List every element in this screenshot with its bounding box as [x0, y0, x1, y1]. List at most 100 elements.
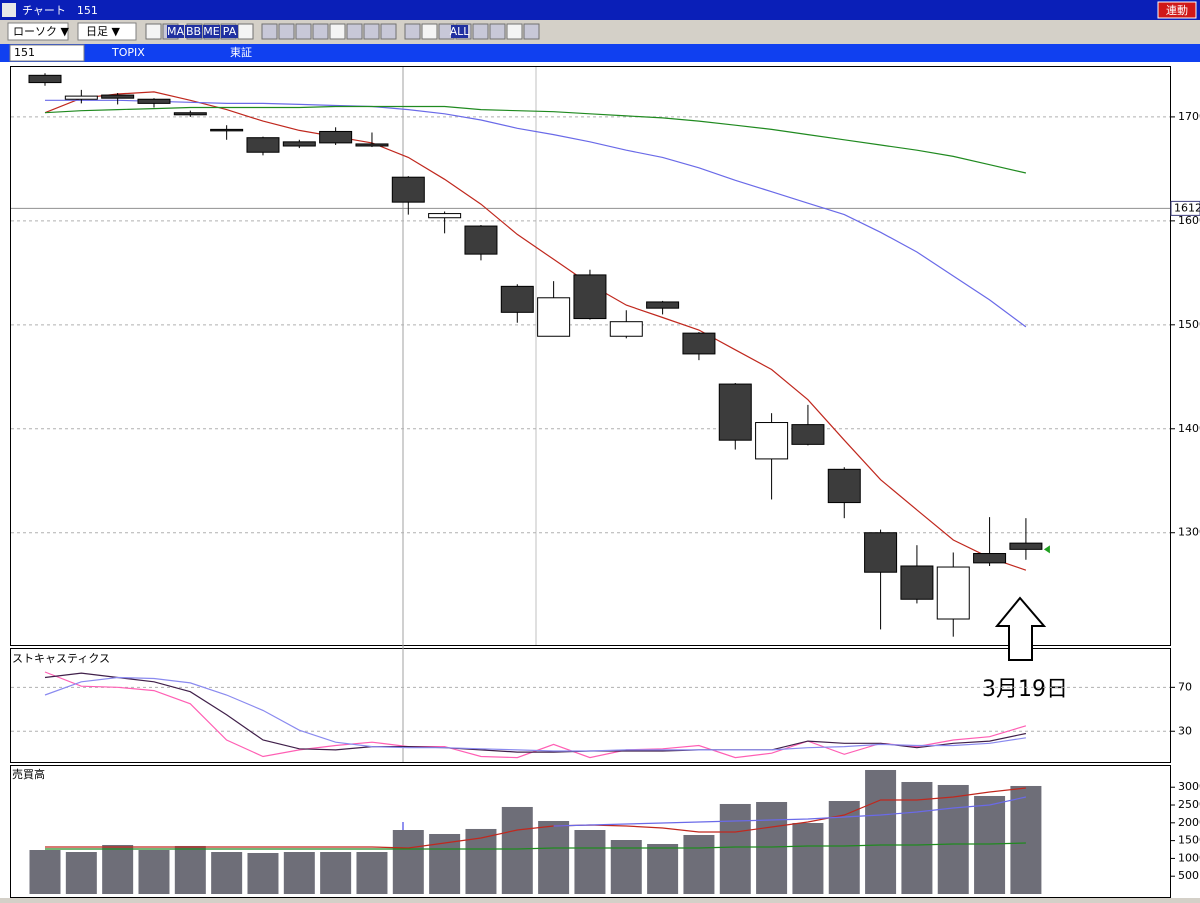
volume-bar	[356, 852, 388, 894]
volume-bar	[174, 845, 206, 894]
market-tab[interactable]: 東証	[230, 46, 252, 59]
volume-ma-line	[553, 796, 1027, 827]
tool-icon-label[interactable]: PA	[223, 25, 237, 38]
app-icon	[2, 3, 16, 17]
tool-icon-label[interactable]: BB	[186, 25, 201, 38]
stoch-title: ストキャスティクス	[12, 652, 110, 665]
y-tick-label: 1400	[1178, 422, 1200, 435]
candle-body	[1009, 542, 1043, 550]
tool-icon[interactable]	[185, 25, 202, 38]
candle-body	[573, 274, 607, 320]
candle-body	[464, 225, 498, 255]
y-tick-label: 1000	[1178, 851, 1200, 864]
candle-body	[718, 383, 752, 441]
tool-icon[interactable]	[312, 23, 329, 40]
volume-title: 売買高	[12, 767, 45, 781]
volume-bar	[719, 803, 751, 894]
tool-icon[interactable]	[221, 25, 238, 38]
tool-icon[interactable]	[421, 23, 438, 40]
y-tick-label: 1500	[1178, 318, 1200, 331]
tool-icon[interactable]	[380, 23, 397, 40]
annotation: 3月19日	[982, 677, 1068, 702]
link-button-label[interactable]: 連動	[1166, 3, 1188, 17]
volume-bar	[937, 784, 969, 894]
candle-body	[500, 285, 534, 313]
candle-body	[755, 422, 789, 460]
y-tick-label: 500	[1178, 869, 1199, 882]
tool-icon[interactable]	[404, 23, 421, 40]
candle-body	[137, 98, 171, 104]
price-ma-line	[44, 91, 1027, 571]
tool-icon[interactable]	[346, 23, 363, 40]
window-title: チャート 151	[22, 4, 98, 17]
y-tick-label: 3000	[1178, 780, 1200, 793]
volume-bar	[465, 828, 497, 894]
volume-bar	[29, 850, 61, 894]
stoch-panel	[10, 648, 1171, 763]
tool-icon[interactable]	[237, 23, 254, 40]
tool-icon[interactable]	[523, 23, 540, 40]
volume-bar	[756, 801, 788, 894]
candle-body	[246, 137, 280, 153]
volume-bar	[501, 806, 533, 894]
scrollbar	[0, 898, 1200, 903]
tool-icon[interactable]	[278, 23, 295, 40]
tool-icon[interactable]	[261, 23, 278, 40]
candle-body	[210, 128, 244, 132]
title-bar	[0, 0, 1200, 20]
y-tick-label: 1500	[1178, 834, 1200, 847]
tool-icon-label[interactable]: ME	[203, 25, 219, 38]
y-tick-label: 2000	[1178, 816, 1200, 829]
tool-icon[interactable]	[506, 23, 523, 40]
price-ma-line	[44, 105, 1027, 174]
candle-body	[537, 297, 571, 337]
candle-body	[864, 532, 898, 573]
candle-body	[391, 176, 425, 203]
volume-bar	[138, 850, 170, 894]
candle-body	[682, 332, 716, 355]
y-tick-label: 1700	[1178, 110, 1200, 123]
candle-body	[900, 565, 934, 600]
code-text[interactable]: 151	[14, 46, 35, 59]
tool-icon-label[interactable]: ALL	[450, 25, 471, 38]
volume-ma-line	[45, 842, 1026, 850]
period-select[interactable]	[77, 22, 137, 41]
annotation-arrow	[994, 596, 1047, 661]
code-box[interactable]	[9, 44, 85, 62]
candle-body	[282, 141, 316, 147]
index-tab[interactable]: TOPIX	[111, 46, 145, 59]
candle-body	[173, 112, 207, 116]
candle-body	[827, 468, 861, 504]
volume-bar	[211, 852, 243, 894]
volume-panel	[10, 765, 1171, 898]
tool-icon-label[interactable]: MA	[167, 25, 184, 38]
y-tick-label: 30	[1178, 724, 1192, 737]
volume-bar	[647, 843, 679, 894]
volume-bar	[1010, 785, 1042, 894]
candle-body	[973, 553, 1007, 564]
tool-icon[interactable]	[295, 23, 312, 40]
candle-body	[319, 130, 353, 144]
volume-bar	[320, 852, 352, 894]
period-select-label[interactable]: 日足 ▼	[86, 25, 120, 38]
tool-icon[interactable]	[363, 23, 380, 40]
tool-icon[interactable]	[329, 23, 346, 40]
stoch-line	[44, 676, 1026, 752]
volume-bar	[102, 844, 134, 894]
tool-icon[interactable]	[203, 25, 220, 38]
volume-bar	[65, 852, 97, 894]
tool-icon[interactable]	[489, 23, 506, 40]
tool-icon[interactable]	[451, 25, 468, 38]
current-price-box	[1170, 200, 1200, 216]
tab-row	[0, 44, 1200, 62]
tool-icon[interactable]	[472, 23, 489, 40]
volume-bar	[392, 830, 424, 894]
tool-icon[interactable]	[145, 23, 162, 40]
link-button[interactable]	[1157, 1, 1197, 19]
tool-icon[interactable]	[167, 25, 184, 38]
candle-body	[609, 321, 643, 337]
volume-bar	[865, 769, 897, 894]
candle-body	[646, 301, 680, 309]
style-select[interactable]	[7, 22, 69, 41]
style-select-label[interactable]: ローソク ▼	[13, 25, 69, 38]
